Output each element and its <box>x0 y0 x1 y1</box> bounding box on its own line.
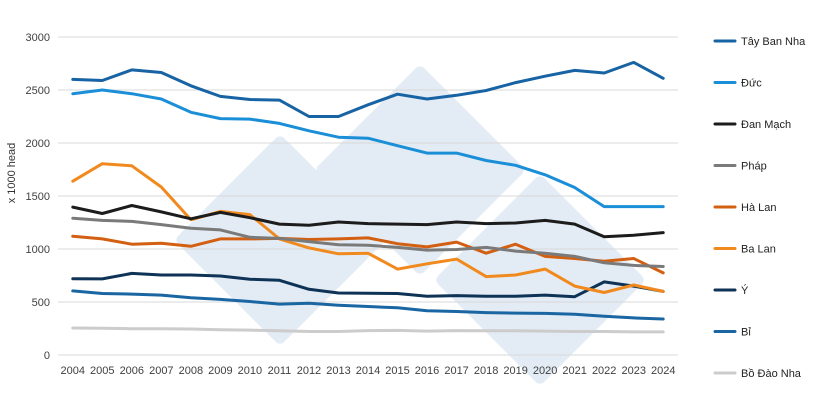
series-line <box>71 88 665 209</box>
x-tick-label: 2016 <box>415 365 439 377</box>
x-tick-label: 2005 <box>90 365 114 377</box>
x-tick-label: 2013 <box>326 365 350 377</box>
series-line <box>71 289 665 321</box>
series-line <box>71 204 665 239</box>
legend-label: Tây Ban Nha <box>741 36 806 48</box>
y-axis-label: x 1000 head <box>6 143 18 204</box>
y-tick-label: 2500 <box>26 85 50 97</box>
legend-item: Hà Lan <box>713 202 776 214</box>
legend-item: Ba Lan <box>713 244 776 256</box>
legend-item: Pháp <box>713 161 767 173</box>
y-tick-label: 1500 <box>26 191 50 203</box>
x-tick-label: 2004 <box>61 365 85 377</box>
series-line <box>71 60 665 118</box>
x-tick-label: 2018 <box>474 365 498 377</box>
legend-item: Bồ Đào Nha <box>713 368 802 380</box>
x-tick-label: 2022 <box>592 365 616 377</box>
y-tick-label: 0 <box>44 350 50 362</box>
legend-label: Đức <box>741 78 762 90</box>
gridlines <box>58 36 678 356</box>
x-tick-label: 2021 <box>562 365 586 377</box>
legend-item: Đức <box>713 78 762 90</box>
legend-item: Bỉ <box>713 327 751 339</box>
y-tick-label: 2000 <box>26 138 50 150</box>
legend-label: Ý <box>741 284 749 297</box>
series-line <box>71 271 665 299</box>
y-axis: 0 500 1000 1500 2000 2500 3000 <box>26 32 50 362</box>
legend-label: Hà Lan <box>741 202 776 214</box>
x-tick-label: 2011 <box>268 365 292 377</box>
y-tick-label: 1000 <box>26 244 50 256</box>
x-tick-label: 2023 <box>621 365 645 377</box>
x-tick-label: 2014 <box>356 365 380 377</box>
x-tick-label: 2015 <box>385 365 409 377</box>
x-tick-label: 2012 <box>297 365 321 377</box>
legend-label: Ba Lan <box>741 244 776 256</box>
series-lines <box>71 60 665 334</box>
x-tick-label: 2010 <box>238 365 262 377</box>
legend-label: Bỉ <box>741 327 751 339</box>
legend: Tây Ban Nha Đức Đan Mạch Pháp Hà Lan Ba Lan Ý B… <box>713 36 806 380</box>
series-line <box>71 216 665 268</box>
series-line <box>71 234 665 275</box>
y-tick-label: 500 <box>32 297 50 309</box>
x-tick-label: 2019 <box>503 365 527 377</box>
x-tick-label: 2006 <box>120 365 144 377</box>
series-line <box>71 326 665 334</box>
legend-item: Tây Ban Nha <box>713 36 806 48</box>
x-tick-label: 2009 <box>208 365 232 377</box>
x-tick-label: 2017 <box>444 365 468 377</box>
legend-label: Đan Mạch <box>741 119 791 131</box>
x-tick-label: 2024 <box>651 365 675 377</box>
series-line <box>71 162 665 294</box>
legend-label: Bồ Đào Nha <box>741 368 802 380</box>
x-tick-label: 2020 <box>533 365 557 377</box>
legend-item: Đan Mạch <box>713 119 791 131</box>
x-tick-label: 2008 <box>179 365 203 377</box>
legend-item: Ý <box>713 284 749 297</box>
y-tick-label: 3000 <box>26 32 50 44</box>
legend-label: Pháp <box>741 161 767 173</box>
x-tick-label: 2007 <box>149 365 173 377</box>
x-axis: 2004 2005 2006 2007 2008 2009 2010 2011 2012 2013… <box>61 365 676 377</box>
